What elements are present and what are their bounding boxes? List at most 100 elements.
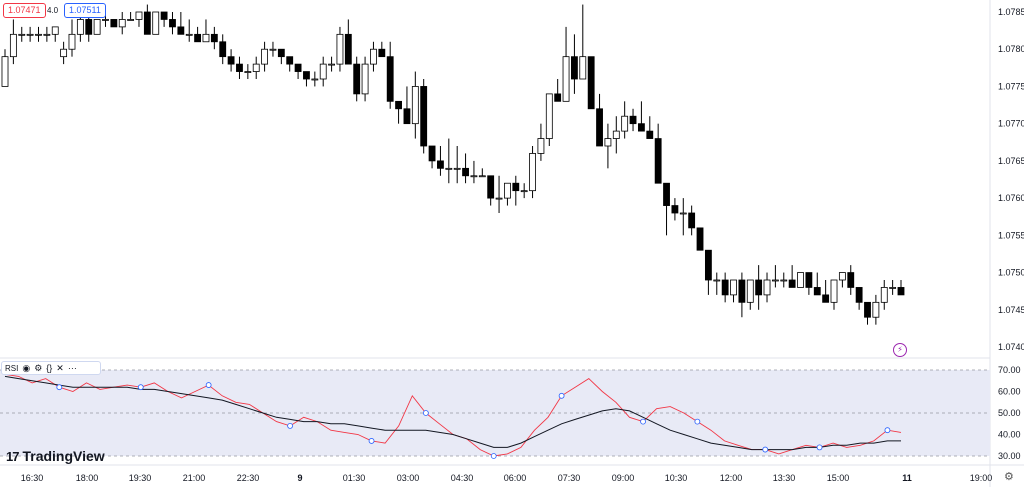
candle xyxy=(118,12,126,35)
rsi-marker xyxy=(694,418,701,425)
gear-icon[interactable]: ⚙ xyxy=(34,363,43,373)
time-tick-label: 04:30 xyxy=(451,473,474,483)
candle xyxy=(336,26,344,72)
candle-body xyxy=(679,212,687,215)
time-tick-label: 03:00 xyxy=(397,473,420,483)
candle xyxy=(169,12,176,35)
price-tick-label: 1.0770 xyxy=(998,119,1024,129)
candle xyxy=(68,19,76,57)
candle-body xyxy=(612,130,620,139)
rsi-marker xyxy=(640,418,646,425)
candle xyxy=(18,26,26,42)
time-tick-label: 22:30 xyxy=(237,473,260,483)
candle xyxy=(654,123,662,184)
price-tick-label: 1.0760 xyxy=(998,193,1024,203)
candle-body xyxy=(621,115,629,132)
settings-gear-icon[interactable]: ⚙ xyxy=(1004,471,1014,483)
bid-price-box[interactable]: 1.07471 xyxy=(3,3,46,18)
candle xyxy=(428,145,436,169)
candle xyxy=(51,26,59,42)
candle xyxy=(152,11,160,35)
price-tick-label: 1.0785 xyxy=(998,7,1024,17)
candle xyxy=(813,272,821,296)
rsi-marker xyxy=(205,382,212,388)
candle xyxy=(487,175,495,206)
time-tick-label: 19:00 xyxy=(970,473,993,483)
time-tick-label: 12:00 xyxy=(720,473,743,483)
time-axis[interactable]: 16:30 18:00 19:30 21:00 22:30 9 01:30 03:00 04:3… xyxy=(0,464,1024,483)
rsi-axis[interactable]: 70.00 60.00 50.00 40.00 30.00 xyxy=(998,365,1021,461)
rsi-tick-label: 70.00 xyxy=(998,365,1021,375)
time-tick-label: 16:30 xyxy=(21,473,44,483)
candle-body xyxy=(420,86,428,147)
candle xyxy=(838,272,846,288)
candle-body xyxy=(822,294,830,303)
code-braces-icon[interactable]: {} xyxy=(46,363,53,373)
candle xyxy=(520,183,528,199)
rsi-label: RSI xyxy=(5,363,19,373)
candle xyxy=(721,272,729,303)
candle-body xyxy=(604,138,612,147)
candle-body xyxy=(102,19,109,21)
candle-body xyxy=(210,33,218,43)
candle xyxy=(353,56,361,102)
candle xyxy=(286,56,294,72)
tradingview-brand[interactable]: 17 TradingView xyxy=(6,448,105,464)
candle xyxy=(864,301,871,325)
rsi-tick-label: 40.00 xyxy=(998,430,1021,440)
candle xyxy=(637,101,645,132)
candle xyxy=(587,56,595,110)
more-icon[interactable]: ··· xyxy=(67,363,77,373)
tradingview-logo-icon: 17 xyxy=(6,448,20,464)
candle-body xyxy=(855,287,863,303)
candle-body xyxy=(26,33,34,36)
candle-body xyxy=(780,279,788,282)
candle-body xyxy=(269,48,277,51)
candle-body xyxy=(437,160,444,169)
rsi-marker xyxy=(762,446,769,453)
candle xyxy=(730,279,737,303)
candle-body xyxy=(185,33,193,36)
candle xyxy=(529,146,536,199)
rsi-marker xyxy=(422,410,429,416)
candle-body xyxy=(68,33,76,50)
rsi-marker xyxy=(558,392,565,399)
candle xyxy=(60,41,68,65)
close-icon[interactable]: ✕ xyxy=(56,363,64,373)
candle-body xyxy=(294,63,302,72)
candle xyxy=(185,19,193,42)
candle-body xyxy=(319,63,327,80)
candle-body xyxy=(219,41,227,58)
time-tick-label: 18:00 xyxy=(76,473,99,483)
candle-body xyxy=(755,279,763,296)
price-tick-label: 1.0755 xyxy=(998,230,1024,240)
eye-icon[interactable]: ◉ xyxy=(22,363,31,373)
candle-body xyxy=(261,48,269,65)
candle xyxy=(361,56,369,102)
candle xyxy=(771,265,779,288)
candle-body xyxy=(76,19,84,35)
candle-body xyxy=(127,19,135,21)
candle xyxy=(453,146,461,184)
candle-body xyxy=(545,93,553,139)
candle-body xyxy=(336,33,344,65)
candlestick-series xyxy=(1,4,905,325)
candle xyxy=(219,34,227,65)
lightning-icon[interactable]: ⚡ xyxy=(893,343,907,357)
price-tick-label: 1.0740 xyxy=(998,342,1024,352)
rsi-legend[interactable]: RSI ◉ ⚙ {} ✕ ··· xyxy=(1,361,101,375)
time-tick-label: 11 xyxy=(902,473,912,483)
candle xyxy=(244,64,252,79)
candle-body xyxy=(880,287,888,303)
candle-body xyxy=(771,279,779,282)
candle xyxy=(880,280,888,310)
candle xyxy=(135,11,143,27)
candle xyxy=(143,4,151,35)
candle-body xyxy=(227,56,235,65)
candle xyxy=(470,160,478,184)
candle-body xyxy=(478,175,486,178)
time-tick-label: 9 xyxy=(297,473,302,483)
ask-price-box[interactable]: 1.07511 xyxy=(64,3,106,18)
